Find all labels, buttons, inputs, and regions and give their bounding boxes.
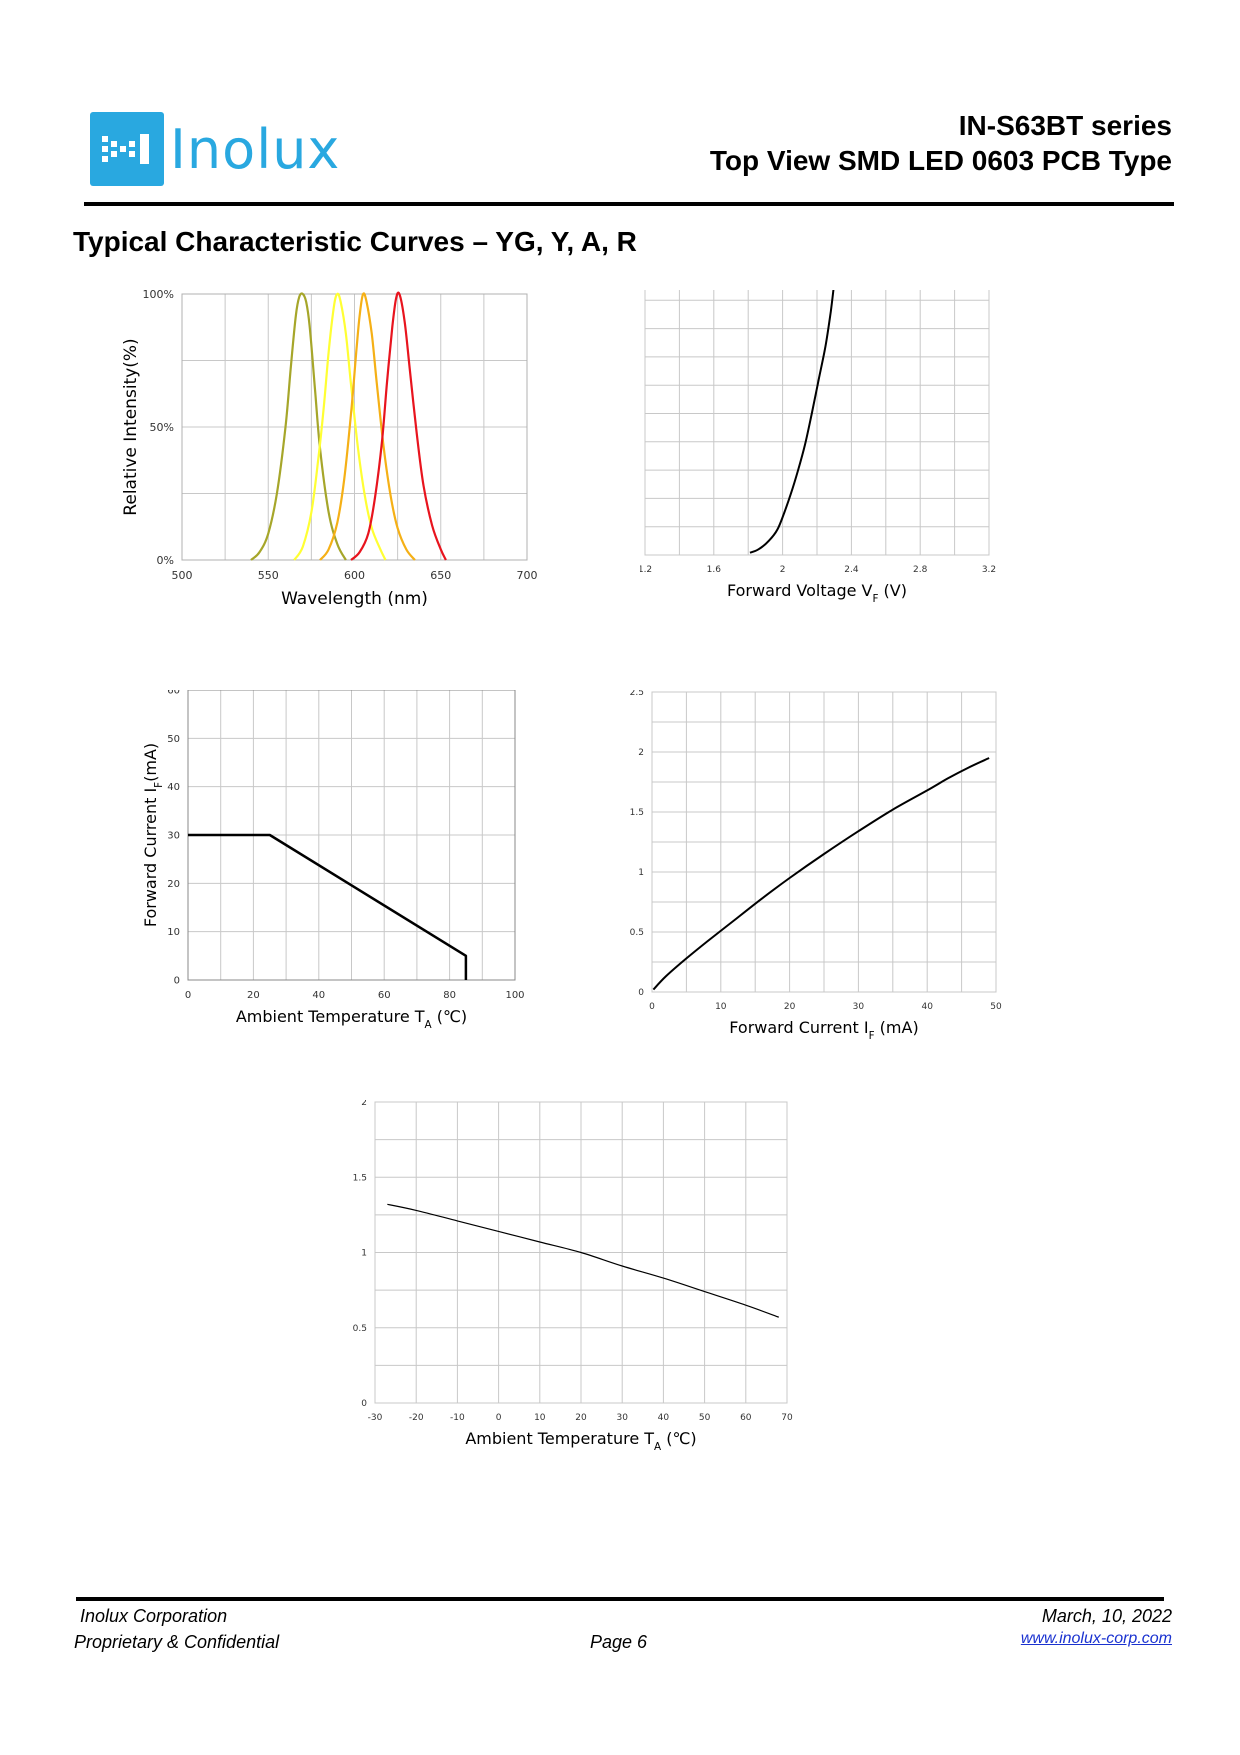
y-tick-label: 2 — [638, 748, 644, 758]
x-tick-label: 80 — [443, 990, 456, 1001]
header-divider — [84, 202, 1174, 206]
x-axis-label: Ambient Temperature TA (℃) — [236, 1007, 467, 1031]
x-tick-label: 40 — [312, 990, 325, 1001]
x-tick-label: 600 — [344, 569, 365, 582]
x-tick-label: 50 — [990, 1002, 1002, 1012]
x-tick-label: 20 — [247, 990, 260, 1001]
footer-confidential: Proprietary & Confidential — [74, 1632, 280, 1652]
x-tick-label: 3.2 — [982, 565, 996, 575]
chart-luminous-vs-current: 0 10 20 30 40 50 0 0.5 1 1.5 2 2.5 Forward Current I… — [630, 690, 1002, 1042]
y-axis-label: Forward Current IF(mA) — [141, 743, 165, 927]
series-line-yg — [250, 292, 347, 561]
y-tick-label: 0.5 — [630, 928, 644, 938]
y-tick-label: 20 — [167, 879, 180, 890]
x-axis-label: Wavelength (nm) — [281, 589, 428, 609]
chart-derating: 0 20 40 60 80 100 0 10 20 30 40 50 60 Ambient Tempera… — [141, 690, 525, 1031]
product-series: IN-S63BT series — [958, 110, 1172, 141]
plot-frame — [651, 691, 997, 993]
y-tick-label: 0 — [174, 976, 180, 987]
footer-date: March, 10, 2022 — [1041, 1606, 1172, 1626]
y-tick-label: 2 — [361, 1100, 367, 1108]
y-tick-label: 1 — [638, 868, 644, 878]
x-axis-label: Forward Current IF (mA) — [729, 1018, 918, 1042]
x-tick-label: 50 — [699, 1413, 711, 1423]
y-tick-label: 1.5 — [353, 1173, 367, 1183]
footer-website-link[interactable]: www.inolux-corp.com — [1020, 1630, 1172, 1647]
y-axis-label: Relative Intensity(%) — [121, 338, 141, 515]
x-tick-label: 100 — [505, 990, 524, 1001]
x-tick-label: 2.4 — [844, 565, 859, 575]
chart-luminous-vs-temperature: -30 -20 -10 0 10 20 30 40 50 60 70 0 0.5 1 1.5 2 Ambient… — [353, 1100, 793, 1453]
series-line-0 — [188, 833, 468, 980]
x-tick-label: 0 — [185, 990, 191, 1001]
x-tick-label: 0 — [649, 1002, 655, 1012]
series-line-y — [293, 292, 387, 561]
chart-iv-curve: 1.21.622.42.83.205101520253035404550Forw… — [640, 290, 996, 605]
plot-frame — [181, 293, 528, 561]
plot-frame — [374, 1101, 788, 1404]
series-line-a — [319, 292, 416, 561]
section-title: Typical Characteristic Curves – YG, Y, A… — [73, 226, 637, 257]
y-tick-label: 60 — [167, 690, 180, 697]
product-type: Top View SMD LED 0603 PCB Type — [709, 145, 1172, 176]
series-line-0 — [387, 1203, 780, 1318]
x-tick-label: 700 — [517, 569, 538, 582]
x-tick-label: 2.8 — [913, 565, 928, 575]
x-tick-label: 30 — [853, 1002, 865, 1012]
y-tick-label: 100% — [143, 290, 174, 301]
chart-spectrum: 500 550 600 650 700 0% 50% 100% Wavelength (nm) R… — [121, 290, 538, 609]
y-tick-label: 0 — [638, 988, 644, 998]
series-line-0 — [749, 290, 835, 554]
y-tick-label: 1.5 — [630, 808, 644, 818]
y-tick-label: 50% — [150, 421, 174, 434]
footer-page-number: Page 6 — [590, 1632, 648, 1652]
x-tick-label: 70 — [781, 1413, 793, 1423]
x-tick-label: 650 — [430, 569, 451, 582]
series-line-0 — [652, 757, 990, 991]
plot-frame — [644, 290, 990, 556]
y-tick-label: 0 — [361, 1399, 367, 1409]
y-tick-label: 40 — [167, 782, 180, 793]
y-tick-label: 10 — [167, 927, 180, 938]
x-tick-label: 1.6 — [707, 565, 722, 575]
x-tick-label: -20 — [409, 1413, 424, 1423]
footer-company: Inolux Corporation — [80, 1606, 228, 1626]
y-tick-label: 0.5 — [353, 1324, 367, 1334]
y-tick-label: 30 — [167, 831, 180, 842]
y-tick-label: 50 — [167, 734, 180, 745]
series-line-r — [350, 291, 447, 561]
y-tick-label: 2.5 — [630, 690, 644, 698]
x-tick-label: 1.2 — [640, 565, 652, 575]
logo-text: Inolux — [170, 118, 341, 181]
x-tick-label: -10 — [450, 1413, 465, 1423]
x-tick-label: 40 — [658, 1413, 670, 1423]
x-tick-label: 20 — [575, 1413, 587, 1423]
x-tick-label: 0 — [496, 1413, 502, 1423]
x-tick-label: 20 — [784, 1002, 796, 1012]
x-tick-label: -30 — [368, 1413, 383, 1423]
y-tick-label: 1 — [361, 1249, 367, 1259]
x-tick-label: 60 — [740, 1413, 752, 1423]
x-tick-label: 500 — [172, 569, 193, 582]
footer-divider — [76, 1597, 1164, 1601]
x-axis-label: Forward Voltage VF (V) — [727, 581, 907, 605]
x-tick-label: 2 — [780, 565, 786, 575]
x-tick-label: 40 — [921, 1002, 933, 1012]
x-axis-label: Ambient Temperature TA (℃) — [465, 1429, 696, 1453]
x-tick-label: 10 — [534, 1413, 546, 1423]
logo-icon — [90, 112, 164, 186]
x-tick-label: 550 — [258, 569, 279, 582]
x-tick-label: 10 — [715, 1002, 727, 1012]
x-tick-label: 60 — [378, 990, 391, 1001]
y-tick-label: 0% — [157, 554, 174, 567]
x-tick-label: 30 — [616, 1413, 628, 1423]
